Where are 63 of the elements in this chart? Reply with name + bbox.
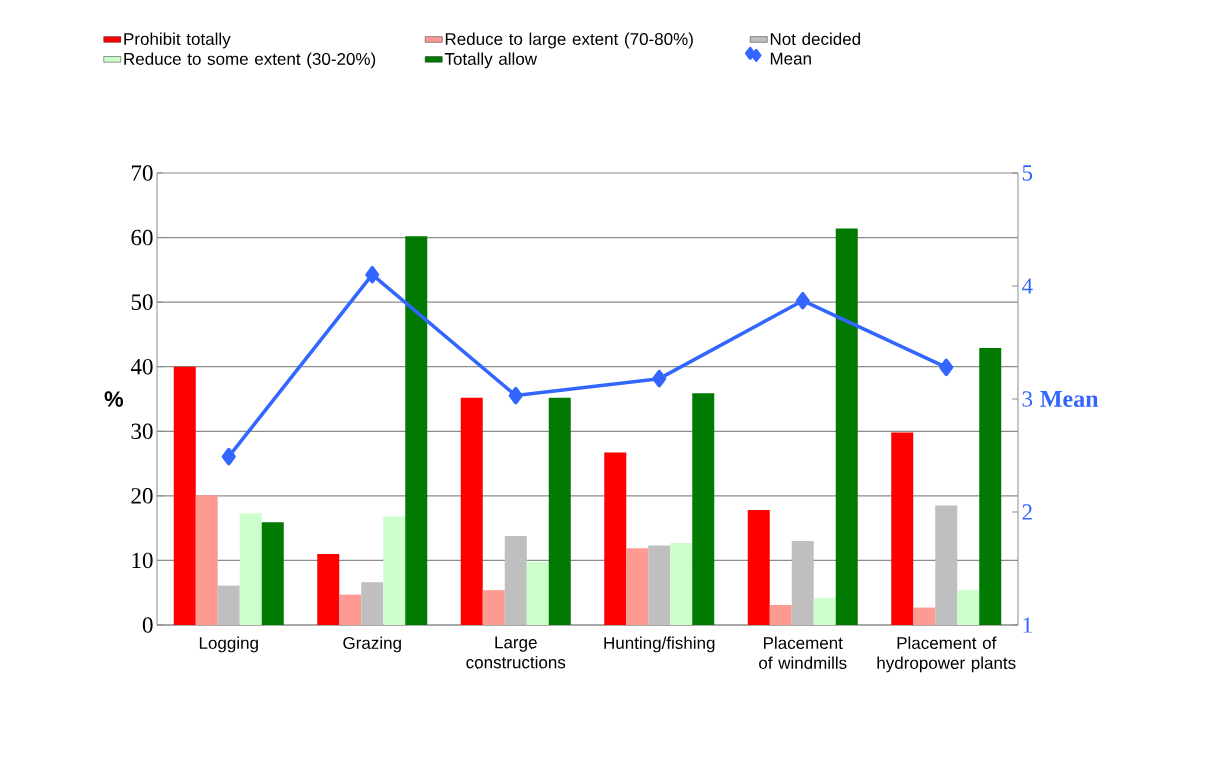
- y-axis-title: %: [104, 391, 124, 407]
- bar: [957, 590, 980, 625]
- y2-tick-label: 2: [1022, 504, 1032, 520]
- bar: [891, 432, 914, 625]
- point: [508, 386, 523, 405]
- y2-tick-label: 1: [1023, 617, 1032, 633]
- legend-label: Not decided: [770, 32, 861, 46]
- legend-label: Reduce to some extent (30-20%): [124, 52, 376, 69]
- bar: [317, 553, 340, 625]
- y-tick-label: 60: [131, 229, 153, 246]
- x-tick-label: Placement of windmills: [759, 636, 847, 670]
- bar: [504, 535, 527, 625]
- legend-label: Totally allow: [444, 52, 538, 69]
- bar: [769, 604, 792, 625]
- bar: [604, 452, 627, 625]
- y2-tick-label: 5: [1022, 165, 1033, 181]
- point: [221, 447, 236, 466]
- legend-label: Prohibit totally: [124, 32, 231, 49]
- bar: [747, 510, 770, 625]
- point: [652, 369, 667, 388]
- bar: [217, 585, 240, 625]
- bar: [383, 516, 406, 625]
- y2-axis-title: Mean: [1040, 391, 1099, 407]
- bar: [670, 542, 693, 625]
- y-tick-label: 20: [131, 488, 153, 504]
- y-tick-label: 50: [131, 294, 153, 310]
- bar: [361, 582, 384, 625]
- bar: [460, 397, 483, 625]
- y2-tick-label: 4: [1021, 278, 1033, 294]
- y-tick-label: 70: [132, 165, 153, 181]
- bar: [813, 597, 836, 625]
- bar: [913, 607, 936, 625]
- bar: [979, 347, 1002, 625]
- x-tick-label: Placement of hydropower plants: [877, 636, 1016, 673]
- bar: [261, 522, 284, 625]
- bar: [626, 548, 649, 625]
- bar: [173, 366, 196, 625]
- bar: [526, 561, 549, 625]
- bar: [405, 236, 428, 625]
- bar: [339, 594, 362, 625]
- x-tick-label: Grazing: [343, 636, 401, 653]
- bar: [195, 495, 218, 625]
- x-tick-label: Hunting/fishing: [604, 636, 715, 653]
- point: [939, 358, 954, 377]
- legend-label: Mean: [770, 52, 811, 65]
- legend-label: Reduce to large extent (70-80%): [445, 32, 693, 49]
- y-tick-label: 10: [132, 552, 153, 569]
- x-tick-label: Large constructions: [466, 636, 566, 669]
- bar: [935, 505, 958, 625]
- bar: [692, 393, 715, 625]
- bar: [548, 397, 571, 625]
- bar: [835, 228, 858, 625]
- bar: [648, 545, 671, 625]
- x-tick-label: Logging: [199, 636, 258, 653]
- bar: [482, 590, 505, 625]
- y-tick-label: 40: [130, 358, 153, 375]
- y-tick-label: 30: [131, 423, 153, 440]
- point: [795, 291, 810, 310]
- bar: [239, 513, 262, 625]
- y2-tick-label: 3: [1022, 391, 1033, 407]
- bar: [791, 541, 814, 625]
- y-tick-label: 0: [142, 617, 153, 633]
- point: [365, 265, 380, 284]
